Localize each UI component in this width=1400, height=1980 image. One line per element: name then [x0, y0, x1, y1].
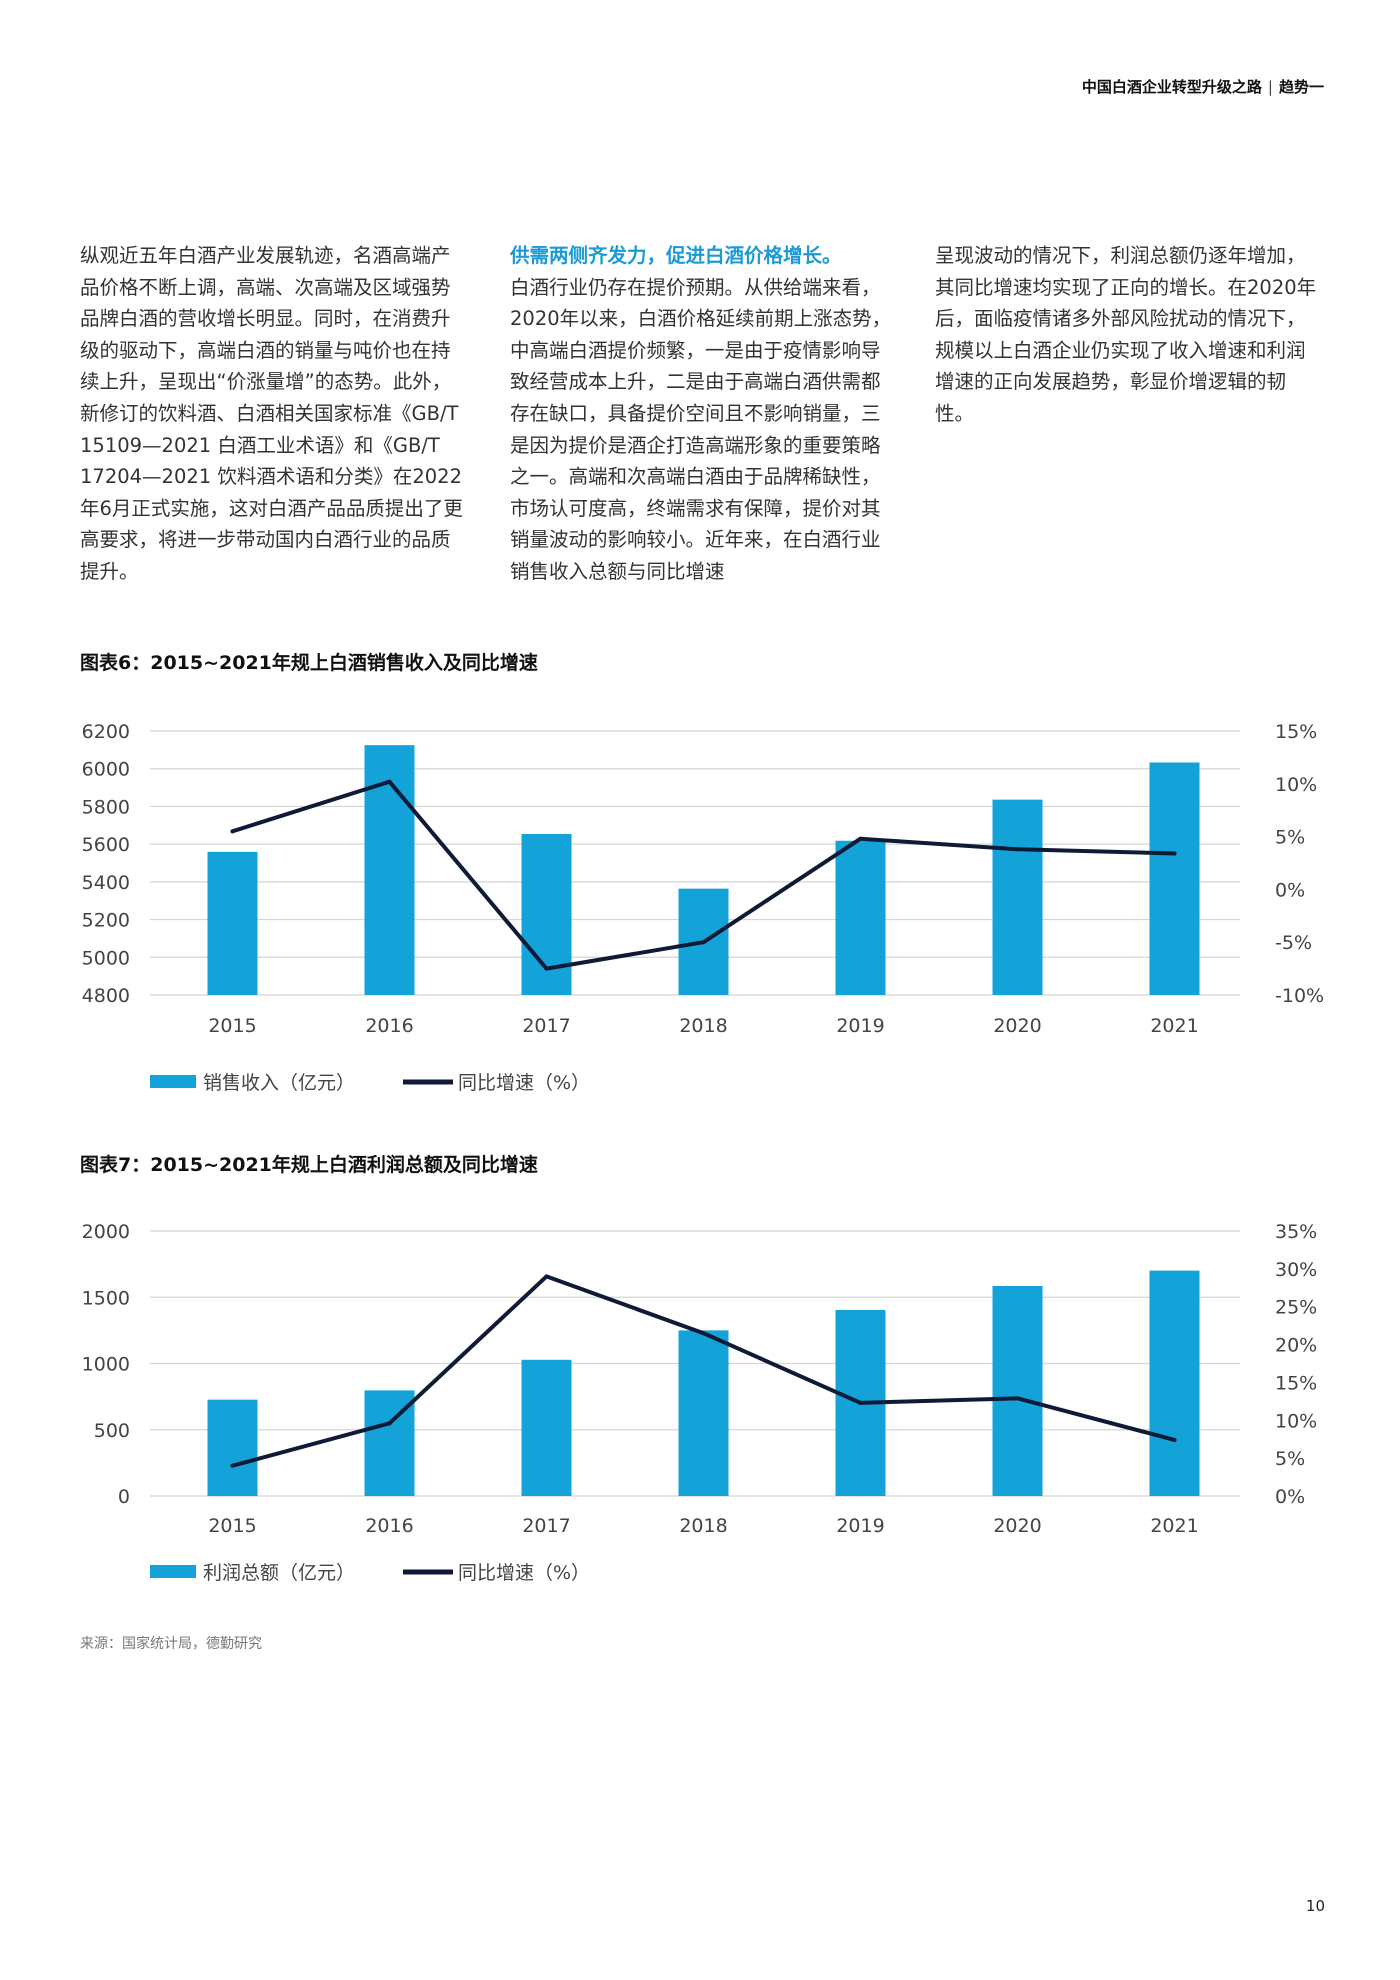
y-tick-label-right: 10% — [1275, 1410, 1317, 1432]
y-tick-label-right: 0% — [1275, 879, 1305, 901]
figure-6-title: 图表6：2015~2021年规上白酒销售收入及同比增速 — [80, 652, 538, 674]
line-point — [1015, 1396, 1020, 1401]
legend-label-line: 同比增速（%） — [458, 1072, 590, 1094]
y-tick-label-left: 5400 — [82, 872, 130, 894]
y-tick-label-left: 1000 — [82, 1354, 130, 1376]
x-tick-label: 2016 — [365, 1015, 413, 1037]
text-column-1: 纵观近五年白酒产业发展轨迹，名酒高端产品价格不断上调，高端、次高端及区域强势品牌… — [80, 240, 465, 588]
page-header: 中国白酒企业转型升级之路 | 趋势一 — [1082, 76, 1324, 97]
x-tick-label: 2021 — [1150, 1015, 1198, 1037]
legend-label-bar: 销售收入（亿元） — [203, 1072, 355, 1094]
bar — [521, 1359, 572, 1496]
x-tick-label: 2017 — [522, 1015, 570, 1037]
line-point — [1172, 851, 1177, 856]
line-point — [701, 1331, 706, 1336]
legend-swatch-bar — [150, 1075, 196, 1088]
y-tick-label-left: 5800 — [82, 796, 130, 818]
y-tick-label-left: 2000 — [82, 1221, 130, 1243]
y-tick-label-left: 5600 — [82, 834, 130, 856]
x-tick-label: 2021 — [1150, 1515, 1198, 1537]
paragraph: 呈现波动的情况下，利润总额仍逐年增加，其同比增速均实现了正向的增长。在2020年… — [935, 244, 1317, 425]
header-separator: | — [1267, 78, 1273, 96]
bar — [521, 833, 572, 995]
line-point — [544, 966, 549, 971]
bar — [992, 799, 1043, 995]
x-tick-label: 2018 — [679, 1515, 727, 1537]
bar — [1149, 762, 1200, 995]
x-tick-label: 2015 — [208, 1015, 256, 1037]
y-tick-label-right: 5% — [1275, 827, 1305, 849]
line-point — [387, 1421, 392, 1426]
bar — [992, 1285, 1043, 1496]
bar — [207, 1399, 258, 1496]
legend-label-bar: 利润总额（亿元） — [203, 1562, 355, 1584]
y-tick-label-right: 10% — [1275, 774, 1317, 796]
y-tick-label-left: 5000 — [82, 947, 130, 969]
line-point — [544, 1274, 549, 1279]
bar — [678, 1330, 729, 1496]
x-tick-label: 2019 — [836, 1015, 884, 1037]
report-title: 中国白酒企业转型升级之路 — [1081, 78, 1262, 96]
line-point — [1015, 847, 1020, 852]
y-tick-label-left: 6000 — [82, 759, 130, 781]
line-point — [1172, 1437, 1177, 1442]
y-tick-label-left: 4800 — [82, 985, 130, 1007]
x-tick-label: 2018 — [679, 1015, 727, 1037]
y-tick-label-right: 15% — [1275, 1372, 1317, 1394]
paragraph-lead: 供需两侧齐发力，促进白酒价格增长。 — [510, 244, 842, 267]
y-tick-label-right: 35% — [1275, 1221, 1317, 1243]
y-tick-label-right: 25% — [1275, 1297, 1317, 1319]
y-tick-label-right: 0% — [1275, 1486, 1305, 1508]
bar — [1149, 1270, 1200, 1496]
y-tick-label-left: 1500 — [82, 1287, 130, 1309]
x-tick-label: 2017 — [522, 1515, 570, 1537]
line-point — [858, 1400, 863, 1405]
page-number: 10 — [1305, 1897, 1325, 1915]
y-tick-label-left: 0 — [118, 1486, 130, 1508]
y-tick-label-left: 6200 — [82, 721, 130, 743]
y-tick-label-right: 15% — [1275, 721, 1317, 743]
text-column-3: 呈现波动的情况下，利润总额仍逐年增加，其同比增速均实现了正向的增长。在2020年… — [935, 240, 1320, 430]
figure-7-title: 图表7：2015~2021年规上白酒利润总额及同比增速 — [80, 1154, 538, 1176]
figure-6-chart: 6200 6000 5800 5600 5400 5200 5000 4800 15% 10% 5%… — [82, 721, 1324, 1094]
y-tick-label-right: 30% — [1275, 1259, 1317, 1281]
paragraph: 白酒行业仍存在提价预期。从供给端来看，2020年以来，白酒价格延续前期上涨态势，… — [510, 275, 892, 583]
y-tick-label-right: 5% — [1275, 1448, 1305, 1470]
x-tick-label: 2020 — [993, 1515, 1041, 1537]
x-tick-label: 2015 — [208, 1515, 256, 1537]
y-tick-label-left: 5200 — [82, 910, 130, 932]
section-label: 趋势一 — [1278, 78, 1324, 96]
line-point — [230, 829, 235, 834]
x-tick-label: 2019 — [836, 1515, 884, 1537]
line-point — [230, 1463, 235, 1468]
line-point — [701, 940, 706, 945]
figure-7-chart: 2000 1500 1000 500 0 35% 30% 25% 20% 15% 10% 5% 0% 20… — [82, 1221, 1318, 1584]
y-tick-label-right: 20% — [1275, 1335, 1317, 1357]
x-tick-label: 2020 — [993, 1015, 1041, 1037]
y-tick-label-left: 500 — [94, 1420, 130, 1442]
legend-swatch-bar — [150, 1565, 196, 1578]
x-tick-label: 2016 — [365, 1515, 413, 1537]
paragraph: 纵观近五年白酒产业发展轨迹，名酒高端产品价格不断上调，高端、次高端及区域强势品牌… — [80, 244, 463, 583]
bar — [207, 851, 258, 995]
line-point — [858, 836, 863, 841]
y-tick-label-right: -5% — [1275, 932, 1312, 954]
bar — [835, 840, 886, 995]
text-column-2: 供需两侧齐发力，促进白酒价格增长。 白酒行业仍存在提价预期。从供给端来看，202… — [510, 240, 895, 588]
source-note: 来源：国家统计局，德勤研究 — [80, 1636, 262, 1652]
body-text: 纵观近五年白酒产业发展轨迹，名酒高端产品价格不断上调，高端、次高端及区域强势品牌… — [80, 240, 1320, 600]
y-tick-label-right: -10% — [1275, 985, 1324, 1007]
legend-label-line: 同比增速（%） — [458, 1562, 590, 1584]
line-point — [387, 779, 392, 784]
